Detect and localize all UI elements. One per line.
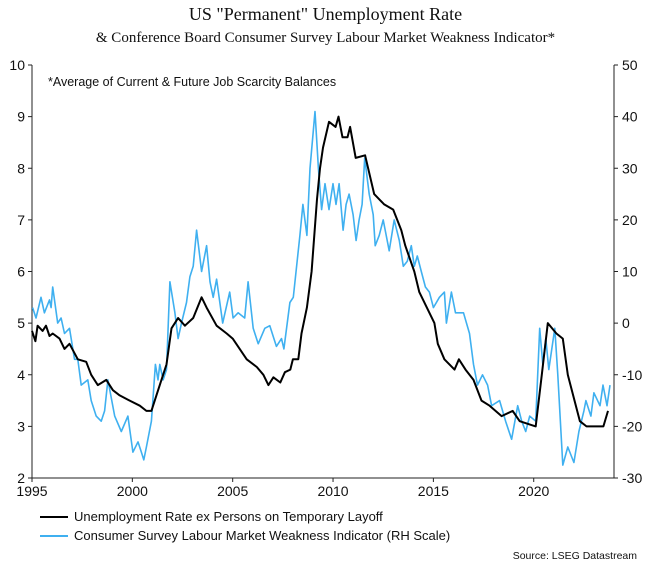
right-tick-label: 50 [622, 57, 638, 73]
left-tick-label: 2 [17, 470, 25, 486]
left-tick-label: 3 [17, 418, 25, 434]
right-tick-label: -30 [622, 470, 642, 486]
annotation-note: *Average of Current & Future Job Scarcit… [48, 75, 336, 89]
x-tick-label: 2000 [117, 483, 148, 499]
left-tick-label: 7 [17, 212, 25, 228]
legend-item-survey: Consumer Survey Labour Market Weakness I… [40, 528, 450, 543]
right-tick-label: 10 [622, 264, 638, 280]
legend-swatch-blue [40, 534, 68, 537]
x-tick-label: 2020 [518, 483, 549, 499]
legend-item-unemployment: Unemployment Rate ex Persons on Temporar… [40, 509, 383, 524]
left-tick-label: 5 [17, 315, 25, 331]
right-tick-label: 0 [622, 315, 630, 331]
series-line-unemployment [31, 115, 609, 428]
left-tick-label: 6 [17, 264, 25, 280]
legend-swatch-black [40, 515, 68, 518]
x-tick-label: 2005 [217, 483, 248, 499]
left-tick-label: 10 [9, 57, 25, 73]
chart-subtitle: & Conference Board Consumer Survey Labou… [95, 30, 556, 46]
x-tick-label: 2015 [418, 483, 449, 499]
x-tick-label: 2010 [317, 483, 348, 499]
right-tick-label: -10 [622, 367, 642, 383]
left-tick-label: 8 [17, 160, 25, 176]
right-tick-label: 40 [622, 109, 638, 125]
right-tick-label: 30 [622, 160, 638, 176]
legend-label: Consumer Survey Labour Market Weakness I… [74, 528, 451, 543]
left-tick-label: 9 [17, 109, 25, 125]
right-tick-label: 20 [622, 212, 638, 228]
x-tick-label: 1995 [16, 483, 47, 499]
series-line-survey [31, 110, 611, 466]
legend-label: Unemployment Rate ex Persons on Temporar… [74, 509, 383, 524]
source-note: Source: LSEG Datastream [512, 550, 637, 562]
chart-title: US "Permanent" Unemployment Rate [188, 4, 463, 24]
right-tick-label: -20 [622, 418, 642, 434]
left-tick-label: 4 [17, 367, 25, 383]
